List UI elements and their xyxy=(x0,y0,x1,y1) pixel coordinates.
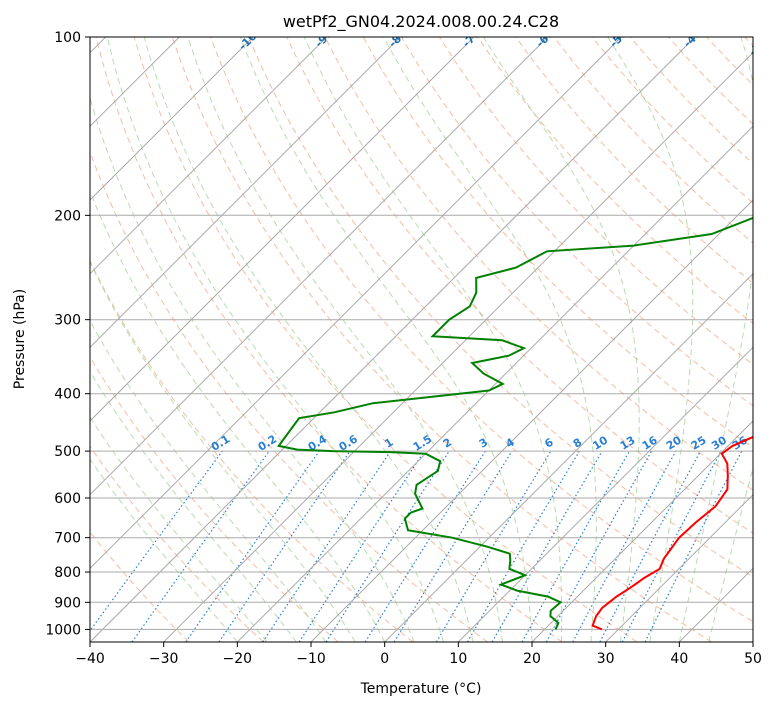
isotherm-gridline xyxy=(90,37,696,642)
isotherm-gridline xyxy=(90,37,549,496)
moist-adiabat-line xyxy=(90,370,297,642)
y-tick-label: 200 xyxy=(54,208,81,224)
x-tick-label: −30 xyxy=(149,651,179,667)
y-tick-label: 500 xyxy=(54,444,81,460)
x-tick-label: 30 xyxy=(597,651,615,667)
plot-area: -100-90-80-70-60-50-40-30-20-10010203040… xyxy=(90,35,769,642)
moist-adiabat-line xyxy=(106,37,445,642)
isotherm-gridline xyxy=(90,37,622,570)
moist-adiabat-line xyxy=(90,458,238,642)
y-tick-label: 400 xyxy=(54,387,81,403)
isotherm-gridlines xyxy=(90,37,753,642)
moist-adiabat-line xyxy=(239,37,533,642)
x-axis-ticks: −40 −30 −20 −10 0 10 20 30 40 50 xyxy=(75,642,762,667)
isotherm-gridline xyxy=(457,346,753,642)
mixing-ratio-line xyxy=(298,450,425,642)
dry-adiabat-line xyxy=(133,37,638,642)
mixing-ratio-line xyxy=(393,450,513,642)
isotherm-gridline xyxy=(90,37,401,349)
x-tick-label: 0 xyxy=(380,651,389,667)
moist-adiabat-line xyxy=(90,189,386,642)
isotherm-gridline xyxy=(310,199,753,642)
x-tick-label: 10 xyxy=(449,651,467,667)
moist-adiabats xyxy=(90,37,753,642)
mixing-ratio-line xyxy=(262,450,392,642)
temperature-profile-line xyxy=(591,435,753,631)
isotherm-gridline xyxy=(163,51,753,642)
isotherm-gridline xyxy=(384,272,753,642)
isotherm-label: -30 xyxy=(746,35,769,58)
dry-adiabat-line xyxy=(515,37,753,284)
y-tick-label: 1000 xyxy=(45,622,81,638)
mixing-ratio-line xyxy=(90,450,223,632)
moist-adiabat-line xyxy=(90,260,356,642)
y-tick-label: 700 xyxy=(54,531,81,547)
y-tick-label: 300 xyxy=(54,313,81,329)
moist-adiabat-line xyxy=(678,37,753,642)
moist-adiabat-line xyxy=(708,466,753,642)
isotherm-gridline xyxy=(90,37,254,201)
moist-adiabat-line xyxy=(482,37,640,642)
y-tick-label: 100 xyxy=(54,30,81,46)
mixing-ratio-line xyxy=(644,450,743,642)
x-tick-label: −20 xyxy=(223,651,253,667)
dry-adiabat-line xyxy=(210,37,753,623)
dewpoint-profile-line xyxy=(276,216,753,630)
dry-adiabat-line xyxy=(248,37,753,578)
dry-adiabat-line xyxy=(90,445,264,642)
moist-adiabat-line xyxy=(303,37,563,642)
moist-adiabat-line xyxy=(90,319,327,642)
mixing-ratio-lines xyxy=(90,450,743,642)
y-tick-label: 600 xyxy=(54,491,81,507)
x-tick-label: 50 xyxy=(744,651,762,667)
dry-adiabat-line xyxy=(95,37,563,642)
y-tick-label: 900 xyxy=(54,595,81,611)
x-tick-label: −10 xyxy=(296,651,326,667)
isotherm-gridline xyxy=(531,420,753,642)
dry-adiabat-line xyxy=(171,37,712,642)
mixing-ratio-line xyxy=(131,450,270,642)
isotherm-gridline xyxy=(90,37,475,422)
moist-adiabat-line xyxy=(143,37,474,642)
x-tick-label: 40 xyxy=(670,651,688,667)
moist-adiabat-line xyxy=(383,37,597,642)
isotherm-gridline xyxy=(605,493,753,642)
mixing-ratio-line xyxy=(572,450,677,642)
moist-adiabat-line xyxy=(187,37,503,642)
dry-adiabat-line xyxy=(286,37,753,534)
plot-frame xyxy=(89,36,754,643)
dry-adiabat-line xyxy=(90,259,414,642)
isobar-gridlines xyxy=(90,37,753,630)
x-axis-label: Temperature (°C) xyxy=(360,681,482,697)
isotherm-gridline xyxy=(236,125,753,642)
mixing-ratio-line xyxy=(185,450,320,642)
mixing-ratio-line xyxy=(521,450,631,642)
moist-adiabat-line xyxy=(90,416,268,642)
y-axis-label: Pressure (hPa) xyxy=(12,289,28,389)
mixing-ratio-line xyxy=(218,450,351,642)
x-tick-label: −40 xyxy=(75,651,105,667)
moist-adiabat-line xyxy=(607,37,694,642)
x-tick-label: 20 xyxy=(523,651,541,667)
y-tick-label: 800 xyxy=(54,565,81,581)
isotherm-gridline xyxy=(90,37,328,275)
mixing-ratio-line xyxy=(545,450,653,642)
y-axis-ticks: 100 200 300 400 500 600 700 800 900 1000 xyxy=(45,30,90,638)
dry-adiabat-line xyxy=(90,356,339,642)
chart-title: wetPf2_GN04.2024.008.00.24.C28 xyxy=(283,12,559,32)
mixing-ratio-line xyxy=(325,450,450,642)
